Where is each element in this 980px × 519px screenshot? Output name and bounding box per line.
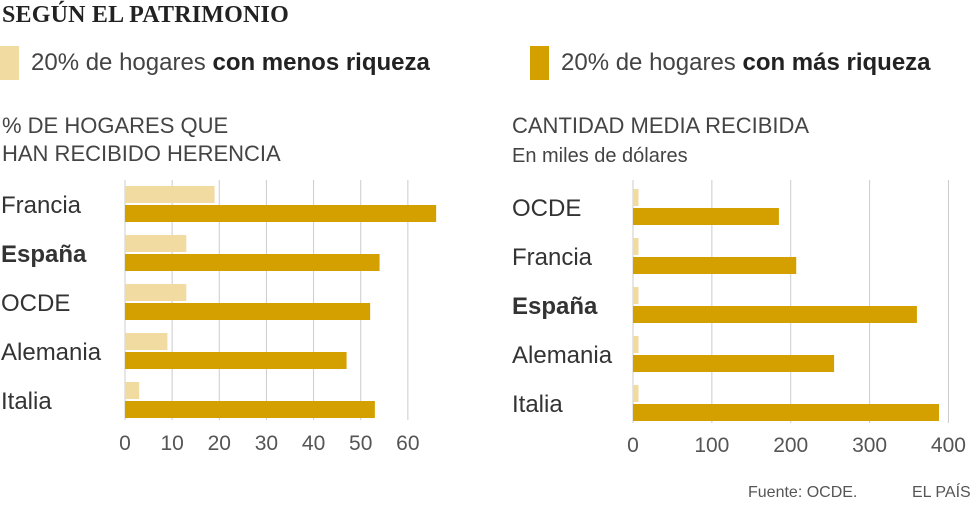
right-bar-high [633, 355, 835, 372]
right-chart-title: CANTIDAD MEDIA RECIBIDA [512, 113, 810, 138]
left-tick-label: 30 [255, 432, 278, 455]
left-bar-high [125, 205, 437, 222]
right-bar-low [633, 189, 639, 206]
source-note: Fuente: OCDE. [748, 484, 858, 501]
left-bar-high [125, 254, 380, 271]
right-bar-low [633, 385, 639, 402]
right-bar-high [633, 257, 797, 274]
left-tick-label: 50 [349, 432, 372, 455]
left-bar-low [125, 186, 215, 203]
left-bar-low [125, 235, 187, 252]
left-chart-title: % DE HOGARES QUE HAN RECIBIDO HERENCIA [2, 113, 281, 166]
left-category-label: España [1, 241, 87, 268]
right-tick-label: 400 [931, 434, 966, 457]
left-tick-label: 60 [396, 432, 419, 455]
left-tick-label: 40 [302, 432, 325, 455]
right-tick-label: 200 [773, 434, 808, 457]
left-tick-label: 0 [119, 432, 131, 455]
left-category-label: Italia [1, 388, 52, 415]
right-bar-high [633, 306, 917, 323]
left-bar-high [125, 352, 347, 369]
right-chart-subtitle: En miles de dólares [512, 145, 688, 167]
legend-label-high: 20% de hogares con más riqueza [561, 49, 931, 76]
legend-swatch-high [530, 46, 549, 80]
chart-title: SEGÚN EL PATRIMONIO [2, 2, 289, 28]
right-tick-label: 0 [627, 434, 639, 457]
brand-label: EL PAÍS [912, 484, 971, 501]
right-bar-high [633, 208, 779, 225]
legend-item-low: 20% de hogares con menos riqueza [0, 46, 430, 80]
left-bar-low [125, 284, 187, 301]
left-category-label: OCDE [1, 290, 70, 317]
legend-label-low: 20% de hogares con menos riqueza [31, 49, 430, 76]
right-tick-label: 300 [852, 434, 887, 457]
right-category-label: Francia [512, 244, 593, 271]
right-category-label: España [512, 293, 598, 320]
right-bar-low [633, 238, 639, 255]
right-tick-label: 100 [694, 434, 729, 457]
right-category-label: Italia [512, 391, 563, 418]
left-bar-high [125, 303, 371, 320]
left-category-label: Alemania [1, 339, 102, 366]
right-bar-low [633, 287, 639, 304]
left-tick-label: 20 [208, 432, 231, 455]
right-bar-high [633, 404, 939, 421]
right-category-label: Alemania [512, 342, 613, 369]
left-category-label: Francia [1, 192, 82, 219]
legend-item-high: 20% de hogares con más riqueza [530, 46, 931, 80]
left-bar-high [125, 401, 375, 418]
left-tick-label: 10 [160, 432, 183, 455]
legend-swatch-low [0, 46, 19, 80]
right-bar-low [633, 336, 639, 353]
left-bar-low [125, 382, 140, 399]
right-category-label: OCDE [512, 195, 581, 222]
left-bar-low [125, 333, 168, 350]
